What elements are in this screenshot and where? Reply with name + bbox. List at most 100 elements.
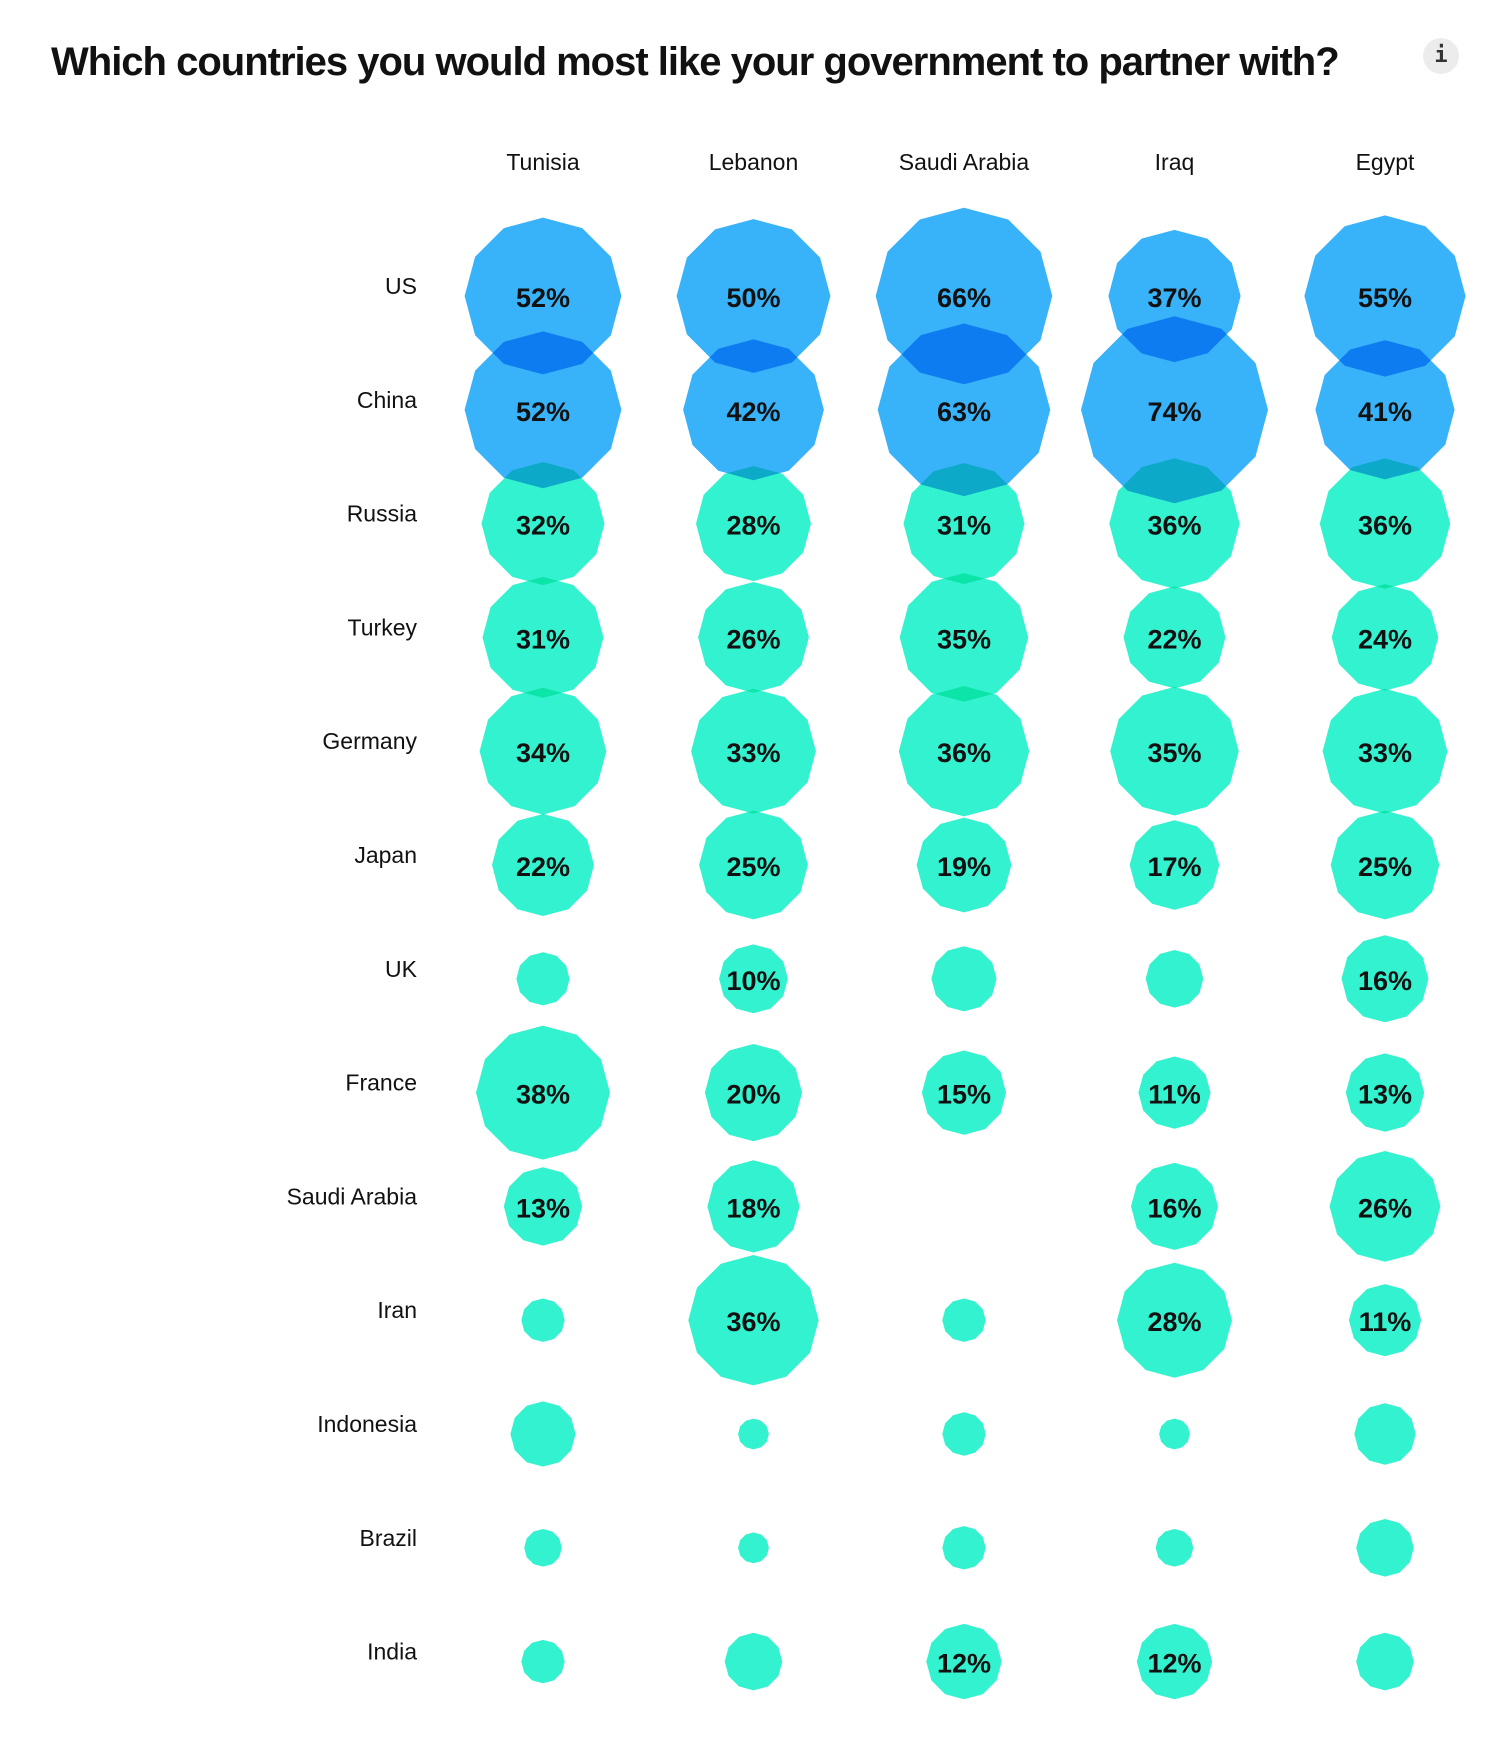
bubble-saudi-arabia-iraq (1131, 1162, 1218, 1250)
bubble-uk-saudi-arabia (931, 946, 997, 1012)
bubble-russia-tunisia (481, 462, 605, 586)
row-label: France (345, 1070, 417, 1096)
bubble-uk-lebanon (719, 944, 788, 1014)
row-label: Iran (377, 1297, 417, 1323)
data-label: 20% (726, 1080, 780, 1110)
bubble-germany-iraq (1110, 686, 1239, 816)
bubble-france-egypt (1345, 1053, 1425, 1132)
data-label: 52% (516, 283, 570, 313)
data-label: 50% (726, 283, 780, 313)
bubble-india-lebanon (724, 1632, 783, 1691)
bubble-us-lebanon (676, 219, 831, 373)
bubble-brazil-lebanon (738, 1532, 769, 1564)
bubble-russia-lebanon (696, 466, 811, 582)
bubble-indonesia-iraq (1159, 1418, 1190, 1450)
column-header: Egypt (1356, 149, 1415, 175)
data-label: 11% (1359, 1307, 1412, 1337)
bubble-russia-saudi-arabia (903, 463, 1025, 585)
bubble-saudi-arabia-tunisia (503, 1167, 583, 1246)
data-label: 52% (516, 397, 570, 427)
row-label: Turkey (348, 614, 418, 640)
data-label: 22% (1147, 624, 1201, 654)
bubble-turkey-egypt (1331, 584, 1439, 691)
bubble-india-saudi-arabia (926, 1623, 1002, 1700)
info-icon[interactable]: i (1423, 38, 1459, 74)
data-label: 55% (1358, 283, 1412, 313)
data-label: 36% (1358, 511, 1412, 541)
bubble-china-saudi-arabia (877, 323, 1051, 497)
data-label: 12% (1147, 1649, 1201, 1679)
data-label: 28% (726, 511, 780, 541)
bubble-uk-egypt (1341, 935, 1429, 1023)
data-label: 16% (1358, 966, 1412, 996)
data-label: 35% (1147, 738, 1201, 768)
data-label: 13% (1358, 1080, 1412, 1110)
bubble-france-lebanon (704, 1044, 803, 1142)
row-label: Brazil (359, 1525, 417, 1551)
data-label: 25% (1358, 852, 1412, 882)
data-label: 74% (1147, 397, 1201, 427)
column-header: Iraq (1155, 149, 1195, 175)
data-label: 31% (937, 511, 991, 541)
bubble-japan-iraq (1129, 820, 1220, 910)
column-header: Lebanon (709, 149, 799, 175)
row-label: Germany (322, 728, 417, 754)
bubble-indonesia-tunisia (510, 1401, 576, 1467)
bubble-saudi-arabia-lebanon (707, 1160, 800, 1253)
bubble-germany-tunisia (479, 687, 607, 815)
bubble-iran-egypt (1348, 1284, 1422, 1357)
bubble-turkey-lebanon (698, 582, 809, 693)
bubble-indonesia-egypt (1354, 1403, 1416, 1465)
data-label: 32% (516, 511, 570, 541)
data-label: 15% (937, 1080, 991, 1110)
bubble-turkey-tunisia (482, 576, 604, 698)
bubble-india-tunisia (521, 1639, 565, 1684)
bubble-india-iraq (1136, 1623, 1213, 1700)
data-label: 10% (726, 966, 780, 996)
bubble-japan-egypt (1330, 810, 1440, 920)
bubble-france-iraq (1138, 1056, 1211, 1129)
data-label: 19% (937, 852, 991, 882)
bubble-france-tunisia (476, 1025, 610, 1160)
row-label: Russia (347, 501, 418, 527)
bubble-iran-lebanon (688, 1255, 819, 1386)
bubble-brazil-egypt (1356, 1519, 1414, 1577)
data-label: 22% (516, 852, 570, 882)
bubble-france-saudi-arabia (921, 1050, 1007, 1135)
data-label: 26% (726, 624, 780, 654)
data-label: 33% (1358, 738, 1412, 768)
bubble-russia-egypt (1319, 458, 1451, 589)
data-label: 37% (1147, 283, 1201, 313)
data-label: 33% (726, 738, 780, 768)
bubble-brazil-tunisia (524, 1529, 562, 1567)
data-label: 63% (937, 397, 991, 427)
row-label: Japan (354, 842, 417, 868)
data-label: 18% (726, 1193, 780, 1223)
bubble-us-egypt (1304, 215, 1466, 377)
bubble-us-tunisia (464, 217, 622, 375)
bubble-iran-saudi-arabia (942, 1298, 986, 1342)
bubble-china-lebanon (683, 339, 824, 481)
data-label: 11% (1148, 1080, 1201, 1110)
bubble-iran-tunisia (521, 1298, 565, 1342)
bubble-brazil-iraq (1155, 1529, 1194, 1567)
data-label: 36% (937, 738, 991, 768)
bubbles (464, 207, 1466, 1700)
bubble-germany-saudi-arabia (898, 686, 1030, 817)
data-label: 36% (1147, 511, 1201, 541)
bubble-russia-iraq (1109, 458, 1240, 589)
data-label: 17% (1147, 852, 1201, 882)
column-header: Tunisia (506, 149, 579, 175)
bubble-china-egypt (1315, 340, 1455, 480)
bubble-japan-lebanon (699, 810, 808, 920)
bubble-turkey-iraq (1123, 586, 1226, 689)
bubble-uk-tunisia (516, 952, 570, 1006)
bubble-india-egypt (1356, 1632, 1414, 1691)
data-label: 66% (937, 283, 991, 313)
bubble-japan-tunisia (492, 814, 594, 916)
bubble-germany-lebanon (691, 688, 816, 814)
data-label: 24% (1358, 624, 1412, 654)
bubble-indonesia-saudi-arabia (942, 1412, 986, 1456)
data-label: 31% (516, 624, 570, 654)
